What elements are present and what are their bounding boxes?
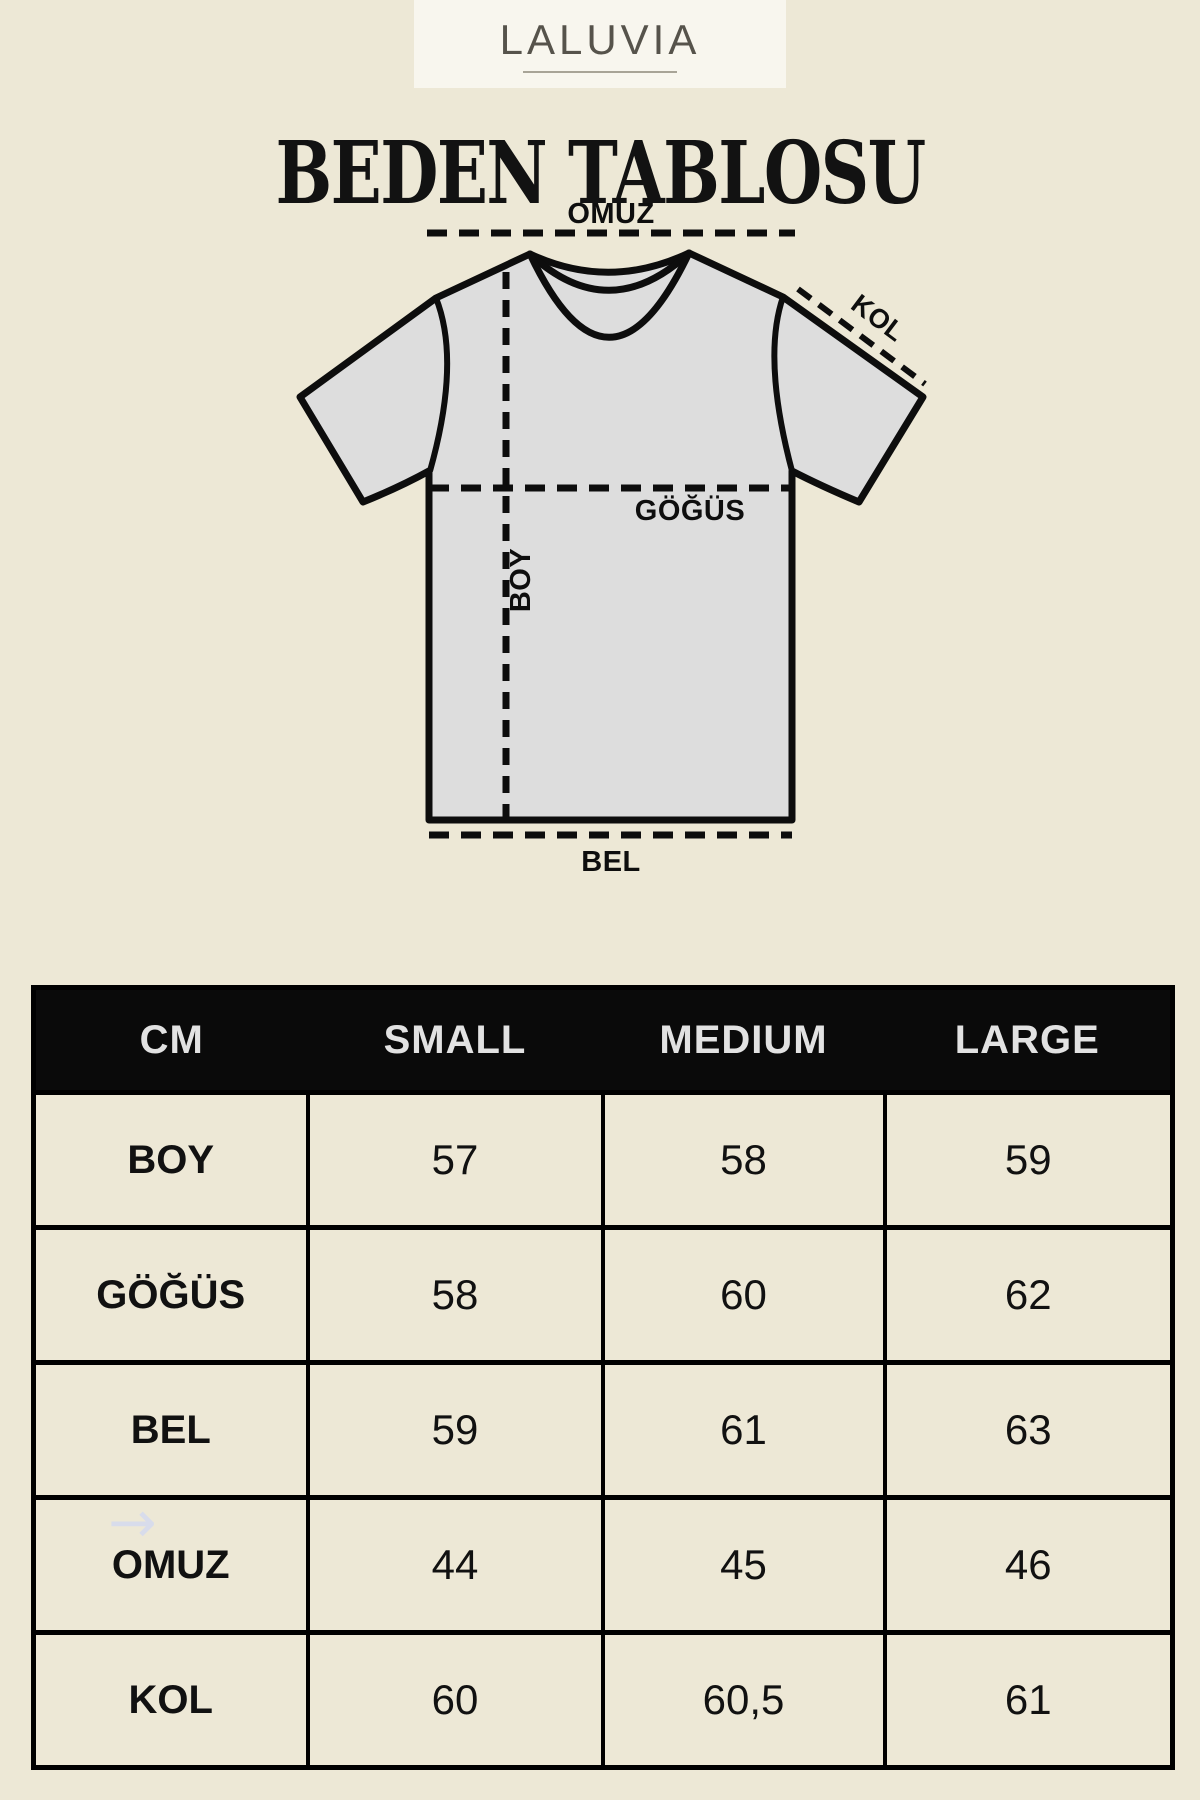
length-label: BOY [505, 548, 537, 612]
size-value: 44 [305, 1495, 605, 1635]
table-row-boy: BOY 57 58 59 [31, 1090, 1175, 1230]
size-value: 59 [882, 1090, 1175, 1230]
row-label: BEL [31, 1360, 310, 1500]
size-value: 46 [882, 1495, 1175, 1635]
row-label: GÖĞÜS [31, 1225, 310, 1365]
row-label: OMUZ [31, 1495, 310, 1635]
table-row-gogus: GÖĞÜS 58 60 62 [31, 1225, 1175, 1365]
size-value: 60 [600, 1225, 887, 1365]
size-value: 57 [305, 1090, 605, 1230]
brand-box: LALUVIA [414, 0, 786, 88]
tshirt-measurement-diagram: OMUZ GÖĞÜS BOY BEL KOL [296, 198, 927, 878]
size-value: 45 [600, 1495, 887, 1635]
collar-arc-outer [526, 249, 693, 294]
right-sleeve-seam [771, 296, 795, 472]
size-value: 58 [600, 1090, 887, 1230]
sleeve-label: KOL [846, 288, 911, 347]
shoulder-label: OMUZ [567, 198, 654, 230]
table-row-kol: KOL 60 60,5 61 [31, 1630, 1175, 1770]
brand-underline [523, 71, 677, 73]
row-label: BOY [31, 1090, 310, 1230]
row-label: KOL [31, 1630, 310, 1770]
sleeve-measure-line [796, 286, 927, 387]
size-value: 62 [882, 1225, 1175, 1365]
size-value: 59 [305, 1360, 605, 1500]
size-value: 60,5 [600, 1630, 887, 1770]
table-row-bel: BEL 59 61 63 [31, 1360, 1175, 1500]
header-cell-small: SMALL [307, 987, 603, 1093]
brand-logo-text: LALUVIA [499, 16, 701, 63]
size-table-header-row: CM SMALL MEDIUM LARGE [33, 987, 1173, 1093]
header-cell-medium: MEDIUM [602, 987, 885, 1093]
page-title: BEDEN TABLOSU [0, 122, 1200, 226]
size-table: CM SMALL MEDIUM LARGE BOY 57 58 59 GÖĞÜS… [31, 985, 1175, 1770]
left-sleeve-seam [427, 296, 451, 472]
tshirt-outline [296, 249, 927, 824]
table-row-omuz: OMUZ 44 45 46 [31, 1495, 1175, 1635]
size-value: 63 [882, 1360, 1175, 1500]
size-value: 60 [305, 1630, 605, 1770]
header-cell-large: LARGE [884, 987, 1173, 1093]
chest-label: GÖĞÜS [635, 493, 745, 527]
collar-arc-inner [526, 249, 693, 341]
size-value: 58 [305, 1225, 605, 1365]
size-value: 61 [600, 1360, 887, 1500]
waist-label: BEL [581, 846, 641, 878]
header-cell-cm: CM [33, 987, 308, 1093]
page-title-text: BEDEN TABLOSU [275, 123, 926, 224]
size-value: 61 [882, 1630, 1175, 1770]
